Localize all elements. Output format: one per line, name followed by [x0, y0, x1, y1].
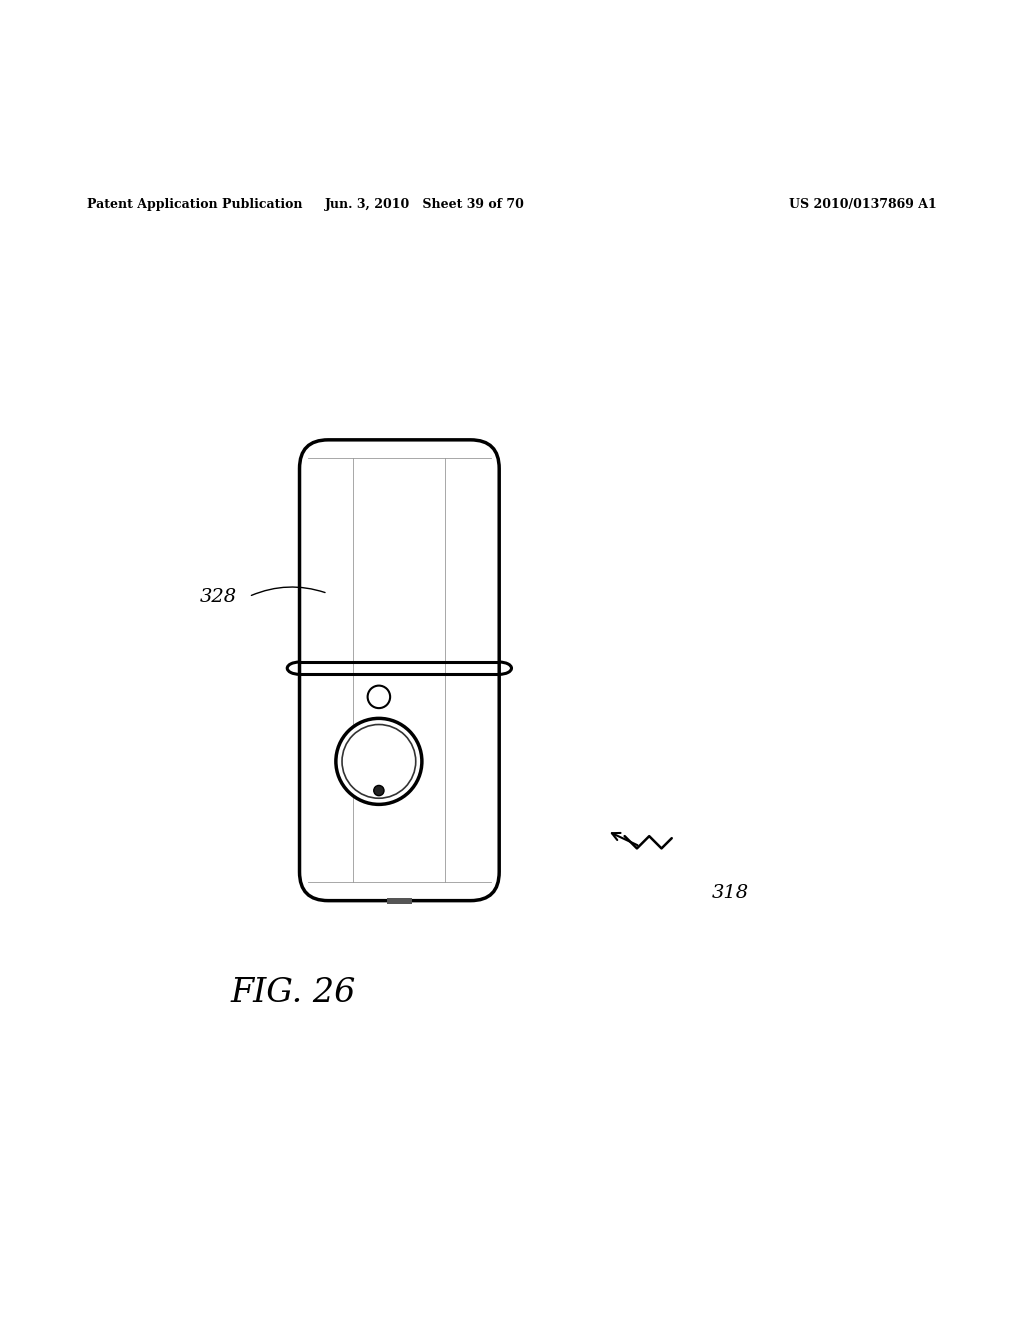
Circle shape: [336, 718, 422, 804]
Text: FIG. 26: FIG. 26: [230, 977, 355, 1008]
Text: 318: 318: [712, 884, 749, 903]
FancyBboxPatch shape: [299, 440, 500, 900]
Text: Patent Application Publication: Patent Application Publication: [87, 198, 302, 211]
Text: 328: 328: [200, 587, 237, 606]
Circle shape: [368, 685, 390, 708]
Text: Jun. 3, 2010   Sheet 39 of 70: Jun. 3, 2010 Sheet 39 of 70: [325, 198, 525, 211]
Circle shape: [374, 785, 384, 796]
Text: US 2010/0137869 A1: US 2010/0137869 A1: [790, 198, 937, 211]
Bar: [387, 898, 412, 904]
Circle shape: [342, 725, 416, 799]
